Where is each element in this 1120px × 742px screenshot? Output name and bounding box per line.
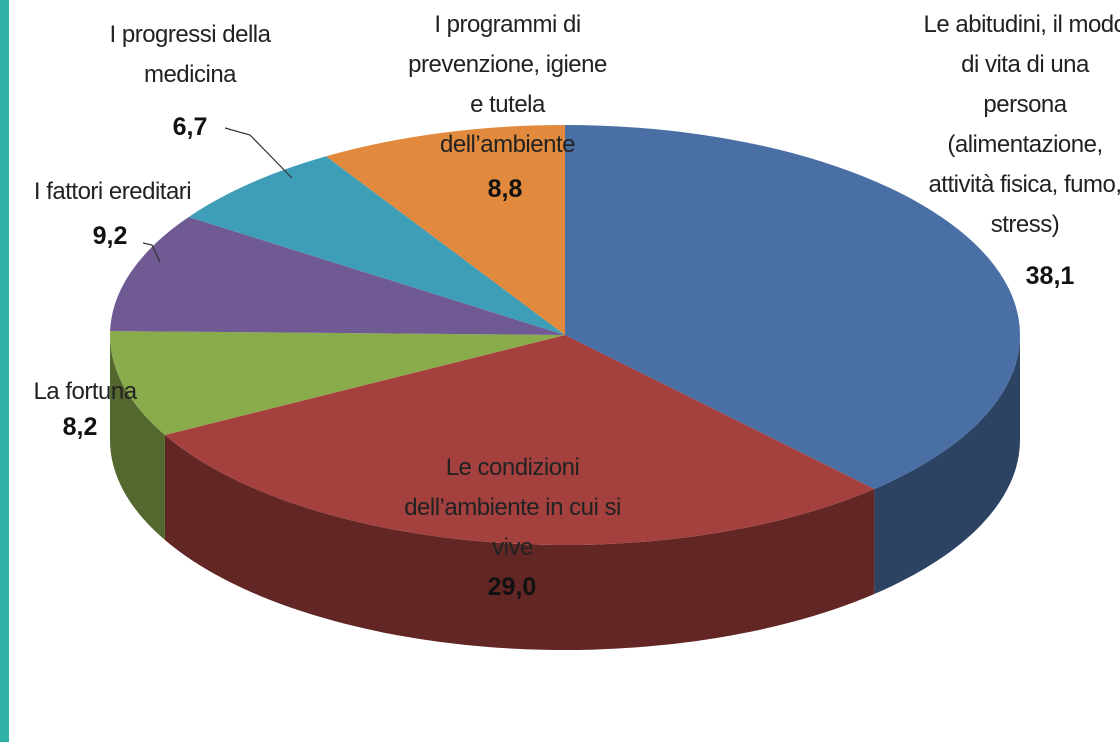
slice	[565, 125, 1021, 489]
slice	[164, 335, 875, 546]
slice-side	[110, 335, 165, 541]
left-stripe	[0, 0, 9, 742]
value-label: 29,0	[487, 573, 537, 601]
slice-label: I progressi della medicina	[109, 21, 271, 88]
leader-line	[224, 127, 293, 179]
slice	[326, 125, 565, 335]
slice-label: Le condizioni dell’ambiente in cui si vi…	[404, 454, 621, 561]
slice-label: Le abitudini, il modo di vita di una per…	[923, 11, 1120, 238]
slice	[110, 331, 566, 436]
leader-line	[142, 242, 161, 263]
value-label: 8,2	[62, 413, 98, 441]
slice	[188, 156, 565, 335]
slice	[110, 216, 565, 335]
slice-label: La fortuna	[33, 378, 137, 405]
slice-side	[874, 335, 1020, 594]
slice-label: I fattori ereditari	[33, 178, 192, 205]
slice-side	[164, 435, 875, 651]
value-label: 38,1	[1025, 262, 1075, 290]
value-label: 6,7	[172, 113, 208, 141]
value-label: 8,8	[487, 175, 523, 203]
slice-label: I programmi di prevenzione, igiene e tut…	[408, 11, 607, 158]
value-label: 9,2	[92, 222, 128, 250]
